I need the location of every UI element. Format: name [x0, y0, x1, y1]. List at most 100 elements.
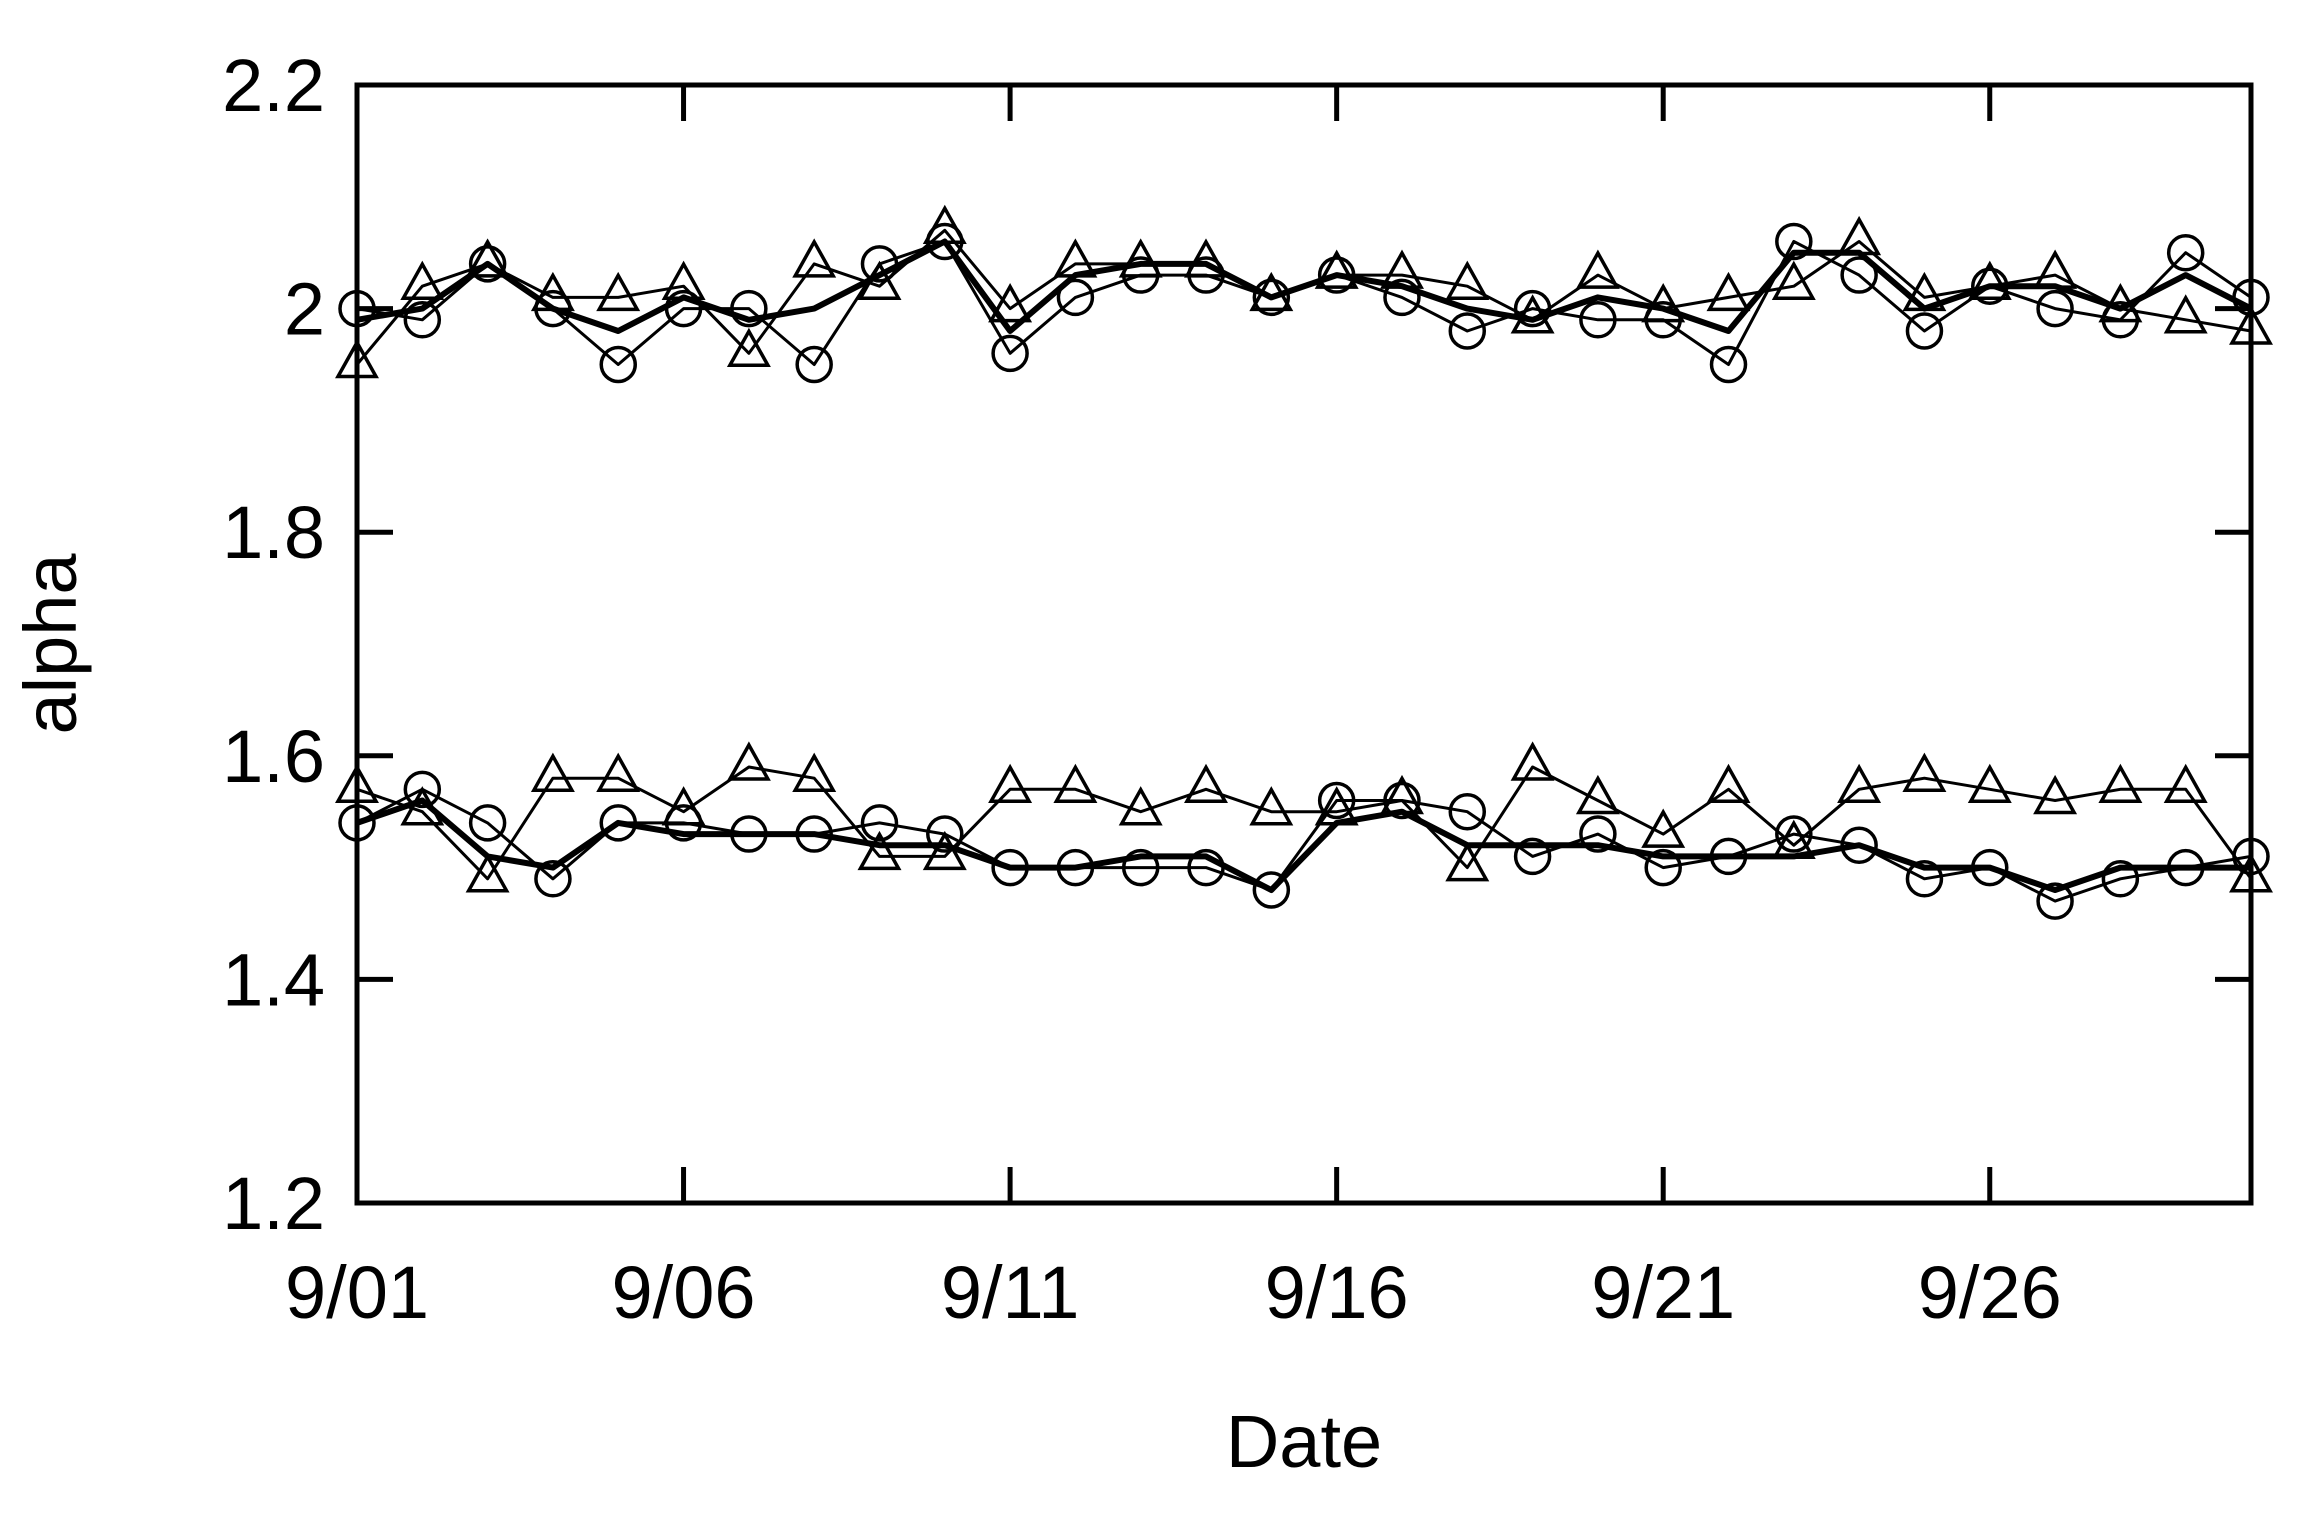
data-point-circle	[860, 804, 899, 842]
data-point-triangle	[1118, 786, 1163, 826]
data-point-circle	[468, 804, 507, 842]
y-tick-label: 1.2	[222, 1162, 325, 1245]
data-point-circle	[599, 345, 637, 384]
x-tick-label: 9/11	[941, 1251, 1080, 1334]
data-point-circle	[2101, 860, 2140, 898]
data-point-triangle	[988, 763, 1033, 804]
data-point-circle	[2036, 289, 2074, 328]
data-point-triangle	[1837, 215, 1882, 256]
y-tick-label: 1.8	[222, 491, 325, 574]
series-6	[356, 797, 2251, 893]
data-point-triangle	[1575, 249, 1620, 289]
data-point-triangle	[465, 238, 510, 278]
data-point-circle	[1644, 848, 1682, 887]
y-tick-label: 1.6	[222, 715, 325, 798]
data-point-triangle	[1249, 786, 1294, 826]
data-point-triangle	[2098, 763, 2143, 804]
data-point-circle	[1317, 781, 1356, 820]
data-point-circle	[1056, 278, 1095, 317]
data-point-triangle	[1510, 741, 1555, 781]
data-point-circle	[1513, 837, 1552, 876]
data-point-triangle	[2033, 774, 2078, 815]
data-point-circle	[403, 770, 442, 809]
data-point-circle	[926, 815, 964, 853]
series-layer	[335, 204, 2273, 920]
data-point-triangle	[1641, 808, 1686, 848]
data-point-triangle	[465, 853, 510, 893]
data-point-triangle	[726, 327, 771, 368]
data-point-circle	[1252, 871, 1291, 909]
data-point-circle	[730, 289, 768, 328]
data-point-triangle	[792, 752, 837, 792]
data-point-triangle	[1184, 238, 1228, 278]
data-point-triangle	[1837, 763, 1882, 804]
x-tick-label: 9/26	[1918, 1251, 2062, 1334]
series-line	[356, 238, 2253, 334]
data-point-circle	[1775, 222, 1813, 261]
data-point-triangle	[988, 283, 1033, 323]
data-point-circle	[1448, 312, 1487, 350]
data-point-circle	[1448, 792, 1487, 831]
series-line	[356, 797, 2251, 893]
data-point-triangle	[1641, 283, 1686, 323]
y-axis-title: alpha	[9, 553, 92, 735]
data-point-circle	[534, 860, 572, 898]
x-tick-label: 9/06	[612, 1251, 756, 1334]
data-point-triangle	[2163, 763, 2208, 804]
data-point-triangle	[1902, 752, 1947, 792]
data-point-triangle	[661, 786, 706, 826]
x-tick-label: 9/01	[285, 1251, 429, 1334]
data-point-triangle	[400, 260, 445, 300]
series-3	[356, 238, 2253, 334]
data-point-circle	[795, 345, 833, 384]
plot-frame	[354, 82, 2254, 1206]
data-point-triangle	[726, 741, 771, 781]
series-line	[356, 240, 2252, 366]
x-tick-label: 9/16	[1265, 1251, 1409, 1334]
data-point-circle	[1121, 848, 1160, 887]
data-point-triangle	[596, 752, 641, 792]
data-point-triangle	[1575, 774, 1620, 815]
data-point-triangle	[1771, 260, 1816, 300]
tick-layer: 1.2 1.4 1.6 1.8 2 2.2 9/01 9/06 9/11 9/16 9/21 9/26	[222, 44, 2251, 1334]
data-point-triangle	[1184, 763, 1228, 804]
y-tick-label: 1.4	[222, 938, 325, 1021]
data-point-triangle	[1706, 763, 1751, 804]
data-point-triangle	[2163, 294, 2208, 334]
series-5	[335, 741, 2273, 893]
data-point-circle	[1905, 312, 1944, 350]
y-tick-label: 2	[284, 268, 325, 351]
data-point-circle	[1252, 278, 1291, 317]
data-point-circle	[1579, 301, 1617, 339]
data-point-circle	[1383, 781, 1421, 820]
data-point-triangle	[1967, 763, 2012, 804]
series-line	[356, 787, 2252, 903]
series-1	[338, 222, 2270, 384]
data-point-triangle	[530, 752, 575, 792]
data-point-triangle	[1445, 842, 1490, 882]
x-tick-label: 9/21	[1591, 1251, 1735, 1334]
data-point-triangle	[792, 238, 837, 278]
y-tick-label: 2.2	[222, 44, 325, 127]
data-point-triangle	[857, 830, 902, 871]
data-point-circle	[1709, 345, 1748, 384]
data-point-circle	[2166, 233, 2205, 272]
data-point-circle	[2036, 882, 2074, 920]
data-point-circle	[1383, 278, 1421, 317]
data-point-triangle	[596, 271, 641, 312]
data-point-circle	[1905, 860, 1944, 898]
data-point-triangle	[1314, 249, 1359, 289]
data-point-circle	[1579, 815, 1617, 853]
data-point-triangle	[1445, 260, 1490, 300]
data-point-triangle	[1706, 271, 1751, 312]
data-point-triangle	[1053, 763, 1098, 804]
x-axis-title: Date	[1226, 1400, 1382, 1483]
data-point-circle	[403, 301, 442, 339]
data-point-circle	[991, 334, 1029, 373]
data-point-circle	[1775, 815, 1813, 853]
series-4	[338, 770, 2270, 920]
data-point-circle	[468, 245, 507, 283]
data-point-triangle	[1118, 238, 1163, 278]
data-point-circle	[1840, 256, 1878, 294]
